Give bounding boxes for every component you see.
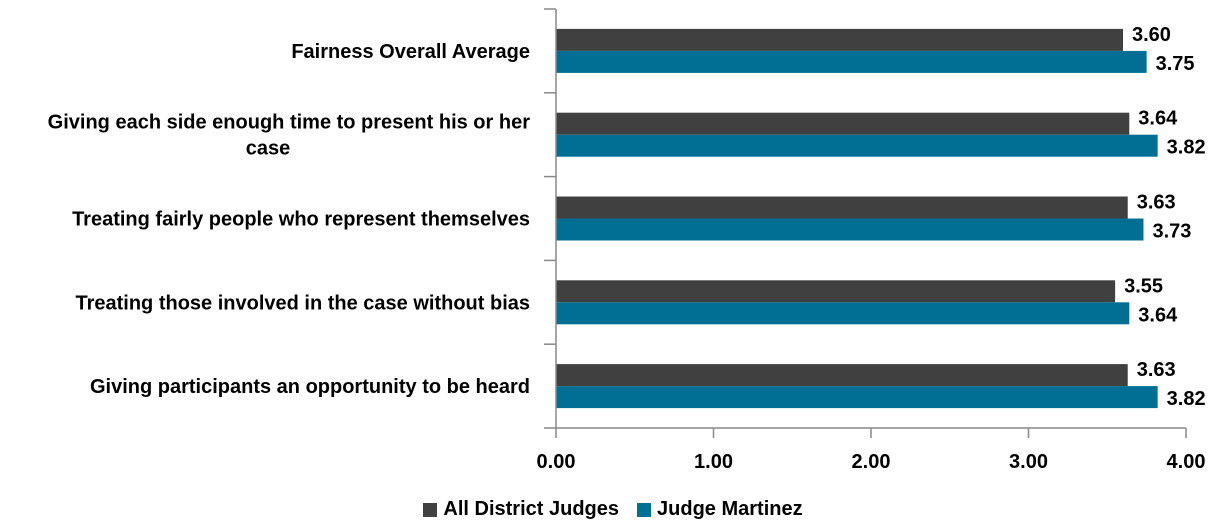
legend-swatch bbox=[637, 502, 652, 517]
bar-judge-martinez bbox=[556, 386, 1158, 409]
data-label: 3.82 bbox=[1167, 388, 1206, 410]
legend-label: All District Judges bbox=[443, 498, 620, 520]
bar-all-district-judges bbox=[556, 112, 1130, 135]
bar-all-district-judges bbox=[556, 280, 1116, 303]
x-tick-label: 4.00 bbox=[1167, 451, 1206, 473]
bar-judge-martinez bbox=[556, 50, 1147, 73]
legend-label: Judge Martinez bbox=[657, 498, 803, 520]
bar-all-district-judges bbox=[556, 364, 1128, 387]
data-label: 3.75 bbox=[1156, 53, 1195, 75]
bar-judge-martinez bbox=[556, 134, 1158, 157]
legend-item-all-district-judges: All District Judges bbox=[423, 498, 619, 521]
legend-swatch bbox=[423, 502, 438, 517]
category-label: Fairness Overall Average bbox=[291, 41, 530, 63]
bar-judge-martinez bbox=[556, 218, 1144, 241]
axis-layer bbox=[544, 8, 1187, 438]
bar-judge-martinez bbox=[556, 302, 1130, 325]
data-label: 3.64 bbox=[1138, 304, 1178, 326]
data-label: 3.82 bbox=[1167, 137, 1206, 159]
legend-item-judge-martinez: Judge Martinez bbox=[637, 498, 803, 521]
category-label: Giving each side enough time to present … bbox=[48, 112, 531, 134]
x-tick-label: 3.00 bbox=[1009, 451, 1048, 473]
category-label: Treating fairly people who represent the… bbox=[72, 209, 530, 231]
category-label: Giving participants an opportunity to be… bbox=[90, 376, 530, 398]
x-tick-label: 1.00 bbox=[694, 451, 733, 473]
x-tick-label: 0.00 bbox=[537, 451, 576, 473]
data-label: 3.60 bbox=[1132, 24, 1171, 46]
bars-layer bbox=[556, 28, 1158, 409]
labels-layer: 3.60 3.75 Fairness Overall Average 3.64 3.82… bbox=[48, 24, 1206, 473]
category-label: case bbox=[246, 138, 291, 160]
category-label: Treating those involved in the case with… bbox=[75, 292, 530, 314]
data-label: 3.63 bbox=[1137, 192, 1176, 214]
x-tick-label: 2.00 bbox=[852, 451, 891, 473]
data-label: 3.63 bbox=[1137, 359, 1176, 381]
data-label: 3.55 bbox=[1124, 275, 1163, 297]
data-label: 3.73 bbox=[1152, 221, 1191, 243]
bar-all-district-judges bbox=[556, 28, 1123, 51]
bar-chart: 3.60 3.75 Fairness Overall Average 3.64 3.82… bbox=[48, 8, 1206, 473]
bar-all-district-judges bbox=[556, 196, 1128, 219]
data-label: 3.64 bbox=[1138, 108, 1178, 130]
legend: All District Judges Judge Martinez bbox=[0, 498, 1226, 521]
